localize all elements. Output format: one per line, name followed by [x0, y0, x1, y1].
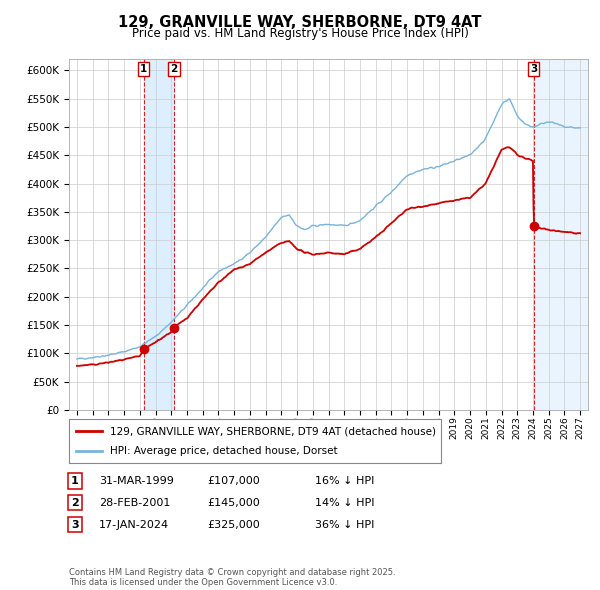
Text: £107,000: £107,000	[207, 476, 260, 486]
Text: 28-FEB-2001: 28-FEB-2001	[99, 498, 170, 507]
Text: 31-MAR-1999: 31-MAR-1999	[99, 476, 174, 486]
Text: 3: 3	[71, 520, 79, 529]
Text: 1: 1	[71, 476, 79, 486]
Text: £145,000: £145,000	[207, 498, 260, 507]
Text: 16% ↓ HPI: 16% ↓ HPI	[315, 476, 374, 486]
Text: 2: 2	[71, 498, 79, 507]
Text: 36% ↓ HPI: 36% ↓ HPI	[315, 520, 374, 529]
Text: 2: 2	[170, 64, 178, 74]
Text: 129, GRANVILLE WAY, SHERBORNE, DT9 4AT (detached house): 129, GRANVILLE WAY, SHERBORNE, DT9 4AT (…	[110, 427, 436, 436]
Bar	[534, 59, 588, 410]
Text: 1: 1	[140, 64, 148, 74]
Text: 14% ↓ HPI: 14% ↓ HPI	[315, 498, 374, 507]
Text: HPI: Average price, detached house, Dorset: HPI: Average price, detached house, Dors…	[110, 446, 338, 455]
Bar	[144, 59, 174, 410]
Text: £325,000: £325,000	[207, 520, 260, 529]
Text: 17-JAN-2024: 17-JAN-2024	[99, 520, 169, 529]
Text: Price paid vs. HM Land Registry's House Price Index (HPI): Price paid vs. HM Land Registry's House …	[131, 27, 469, 40]
Text: Contains HM Land Registry data © Crown copyright and database right 2025.
This d: Contains HM Land Registry data © Crown c…	[69, 568, 395, 587]
Text: 3: 3	[530, 64, 538, 74]
Text: 129, GRANVILLE WAY, SHERBORNE, DT9 4AT: 129, GRANVILLE WAY, SHERBORNE, DT9 4AT	[118, 15, 482, 30]
